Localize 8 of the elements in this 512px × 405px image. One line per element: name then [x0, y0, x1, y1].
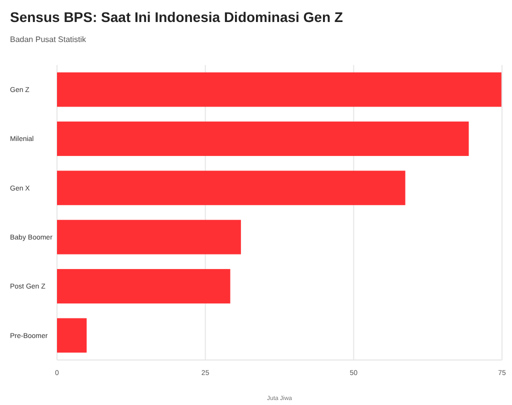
bar: [57, 269, 230, 304]
bar: [57, 220, 241, 254]
chart-subtitle: Badan Pusat Statistik: [10, 35, 88, 44]
bar: [57, 170, 406, 206]
chart-title: Sensus BPS: Saat Ini Indonesia Didominasi Gen Z: [10, 9, 344, 25]
bar: [57, 318, 87, 353]
bar: [57, 122, 469, 156]
bar: [57, 72, 502, 107]
